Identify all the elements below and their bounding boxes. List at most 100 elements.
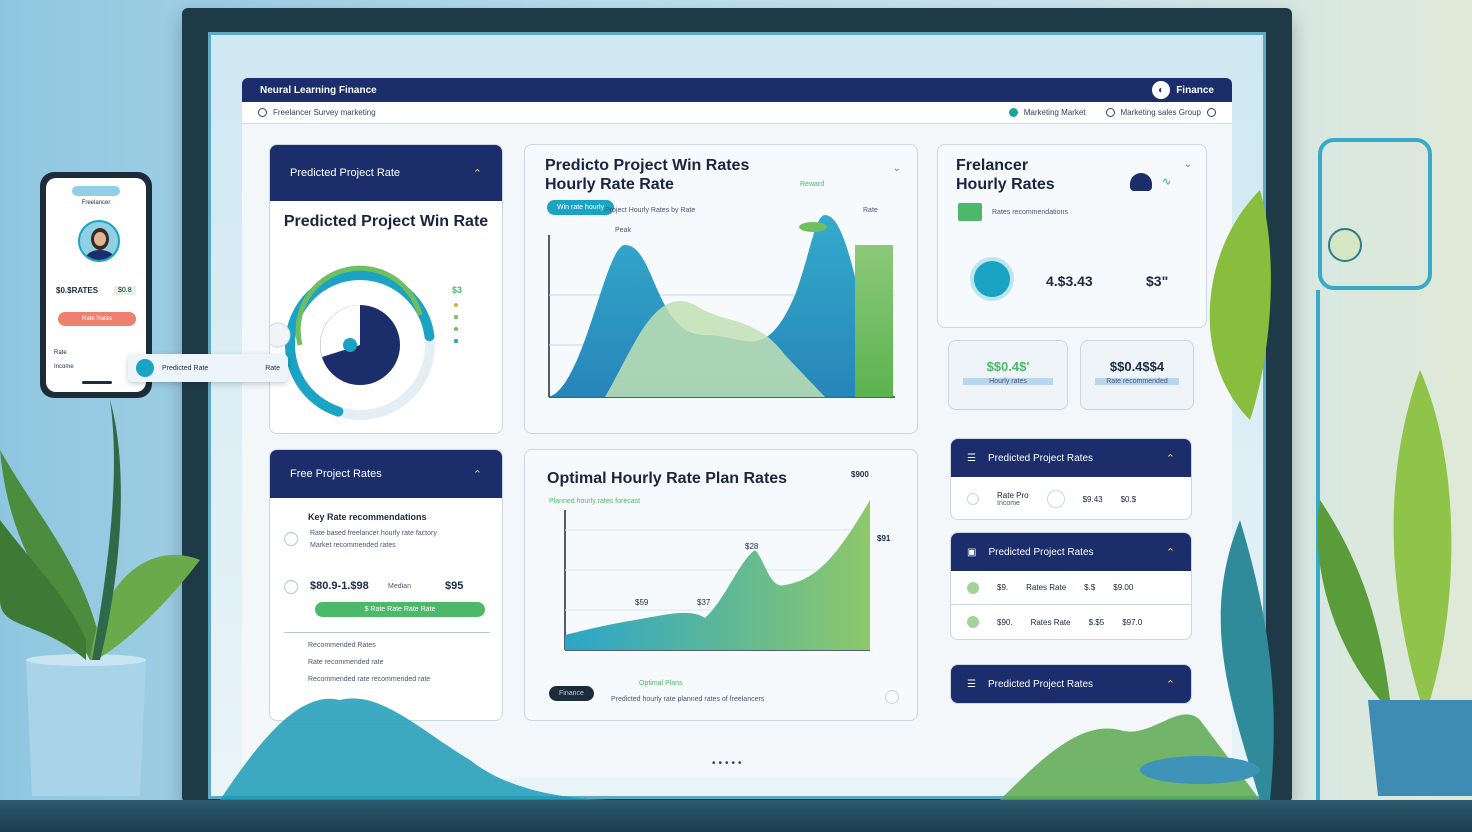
chart2-subtitle: Planned hourly rates forecast xyxy=(549,498,641,505)
list1-header[interactable]: ☰ Predicted Project Rates ⌃ xyxy=(951,439,1191,477)
optimal-rate-chart-card: Optimal Hourly Rate Plan Rates Planned h… xyxy=(524,449,918,721)
profile-avatar[interactable] xyxy=(78,220,120,262)
chart1-top-label: Reward xyxy=(800,181,825,188)
shelf xyxy=(0,800,1472,832)
collapse-chevron-icon[interactable]: ⌃ xyxy=(1165,546,1175,559)
toolbar-left-label[interactable]: Freelancer Survey marketing xyxy=(273,108,376,117)
list2-header[interactable]: ▣ Predicted Project Rates ⌃ xyxy=(951,533,1191,571)
chart1-legend-text: Project Hourly Rates by Rate xyxy=(605,207,696,214)
rate-card-footer-item: Recommended rate recommended rate xyxy=(308,676,431,683)
rate-target-icon xyxy=(970,257,1014,301)
leaf xyxy=(1209,190,1271,420)
bowl xyxy=(1140,756,1260,784)
list2-row[interactable]: $90. Rates Rate $.$5 $97.0 xyxy=(951,605,1191,639)
leaf xyxy=(1220,520,1274,800)
rate-card-footer-item: Rate recommended rate xyxy=(308,659,384,666)
chart1-secondary-series xyxy=(605,301,825,397)
rate-card-header: Free Project Rates ⌃ xyxy=(270,450,502,498)
app-titlebar: Neural Learning Finance ◐ Finance xyxy=(242,78,1232,102)
win-rate-card-header: Predicted Project Rate ⌃ xyxy=(270,145,502,201)
chart2-footer-text: Predicted hourly rate planned rates of f… xyxy=(611,696,765,703)
list1-row-sub: Income xyxy=(997,500,1020,507)
rate-card-green-pill[interactable]: $ Rate Rate Rate Rate xyxy=(315,602,485,617)
list3-header[interactable]: ☰ Predicted Project Rates ⌃ xyxy=(951,665,1191,703)
chart2-plot xyxy=(564,500,870,651)
chart1-badge[interactable]: Win rate hourly xyxy=(547,200,615,215)
popout-label: Predicted Rate xyxy=(162,364,209,372)
collapse-chevron-icon[interactable]: ⌃ xyxy=(472,167,482,180)
legend-dot xyxy=(454,315,458,319)
value-box-1-sub: Hourly rates xyxy=(963,378,1053,385)
leaf xyxy=(1317,500,1390,700)
list2-cell-d: $9.00 xyxy=(1113,583,1134,592)
pagination-dots[interactable]: ••••• xyxy=(712,758,745,769)
rate-card-footer-item: Recommended Rates xyxy=(308,642,376,649)
win-rate-card-header-label: Predicted Project Rate xyxy=(290,167,401,179)
radio-icon[interactable] xyxy=(284,532,298,546)
list3-header-label: Predicted Project Rates xyxy=(987,678,1094,690)
rate-card-value-label: Median xyxy=(388,583,411,590)
chart2-footer-badge[interactable]: Finance xyxy=(549,686,594,701)
phone-notch xyxy=(72,186,120,196)
list2-cell-b: Rates Rate xyxy=(1026,583,1067,592)
settings-icon[interactable] xyxy=(1207,108,1216,117)
hill-shape xyxy=(220,698,620,800)
list-icon: ☰ xyxy=(967,678,976,690)
collapse-chevron-icon[interactable]: ⌃ xyxy=(1165,678,1175,691)
value-box-2-value: $$0.4$$4 xyxy=(1109,359,1165,374)
chart2-label-a: $59 xyxy=(635,598,649,607)
toolbar-mid-label[interactable]: Marketing Market xyxy=(1023,108,1086,117)
radio-icon[interactable] xyxy=(284,580,298,594)
value-box-2[interactable]: $$0.4$$4 Rate recommended xyxy=(1080,340,1194,410)
leaf xyxy=(90,554,200,660)
win-rate-chart-card: Predicto Project Win Rates Hourly Rate R… xyxy=(524,144,918,434)
chart2-peak-value: $28 xyxy=(745,542,759,551)
chart2-label-b: $37 xyxy=(697,598,711,607)
rate-card-header-label: Free Project Rates xyxy=(290,468,382,480)
predicted-rate-popout[interactable]: Predicted Rate Rate xyxy=(128,354,288,382)
value-box-1-value: $$0.4$' xyxy=(986,359,1030,374)
radio-icon[interactable] xyxy=(885,690,899,704)
value-box-1[interactable]: $$0.4$' Hourly rates xyxy=(948,340,1068,410)
search-icon[interactable] xyxy=(1105,108,1115,117)
home-indicator[interactable] xyxy=(82,381,112,384)
predicted-rates-list-1: ☰ Predicted Project Rates ⌃ Rate Pro Inco… xyxy=(950,438,1192,520)
rate-card-section: Key Rate recommendations xyxy=(308,512,427,522)
list1-row[interactable]: Rate Pro Income $9.43 $0.$ xyxy=(951,477,1191,519)
status-dot-icon xyxy=(967,616,979,628)
win-rate-title: Predicted Project Win Rate xyxy=(283,213,489,230)
bell-icon[interactable] xyxy=(1130,173,1152,191)
popout-icon xyxy=(136,359,154,377)
legend-dot xyxy=(454,303,458,307)
leaf xyxy=(0,520,86,660)
rate-recommendation-card: Free Project Rates ⌃ Key Rate recommenda… xyxy=(269,449,503,721)
list2-row[interactable]: $9. Rates Rate $.$ $9.00 xyxy=(951,571,1191,605)
chart1-marker[interactable] xyxy=(799,222,827,232)
toolbar-right-label[interactable]: Marketing sales Group xyxy=(1120,108,1201,117)
list2-cell-a: $90. xyxy=(997,617,1013,627)
toggle-icon[interactable] xyxy=(1046,490,1065,508)
chart1-right-label: Rate xyxy=(863,207,878,214)
chart2-area-series xyxy=(565,500,870,650)
status-icon xyxy=(1008,108,1018,117)
freelancer-rates-card: Frelancer Hourly Rates ⌄ ∿ Rates recomme… xyxy=(937,144,1207,328)
freelancer-value2: $3" xyxy=(1146,273,1169,289)
app-title: Neural Learning Finance xyxy=(260,84,377,96)
list1-row-label: Rate Pro xyxy=(997,491,1029,500)
freelancer-chevron-icon[interactable]: ⌄ xyxy=(1183,159,1192,170)
rate-card-value-main: $80.9-1.$98 xyxy=(310,580,369,592)
chart1-chevron-icon[interactable]: ⌄ xyxy=(892,163,901,174)
radio-icon[interactable] xyxy=(967,493,979,505)
trend-icon: ∿ xyxy=(1162,176,1172,188)
phone-button[interactable]: Rate Rates xyxy=(58,312,136,326)
value-box-2-sub: Rate recommended xyxy=(1095,378,1179,385)
collapse-chevron-icon[interactable]: ⌃ xyxy=(472,468,482,481)
list1-val1: $9.43 xyxy=(1082,494,1103,504)
user-avatar-icon[interactable]: ◐ xyxy=(1152,81,1171,99)
freelancer-title-line1: Frelancer xyxy=(956,157,1029,174)
chart1-bar xyxy=(855,245,893,397)
freelancer-title-line2: Hourly Rates xyxy=(956,176,1055,193)
menu-icon[interactable] xyxy=(258,108,267,117)
user-label[interactable]: Finance xyxy=(1176,84,1214,96)
collapse-chevron-icon[interactable]: ⌃ xyxy=(1165,452,1175,465)
